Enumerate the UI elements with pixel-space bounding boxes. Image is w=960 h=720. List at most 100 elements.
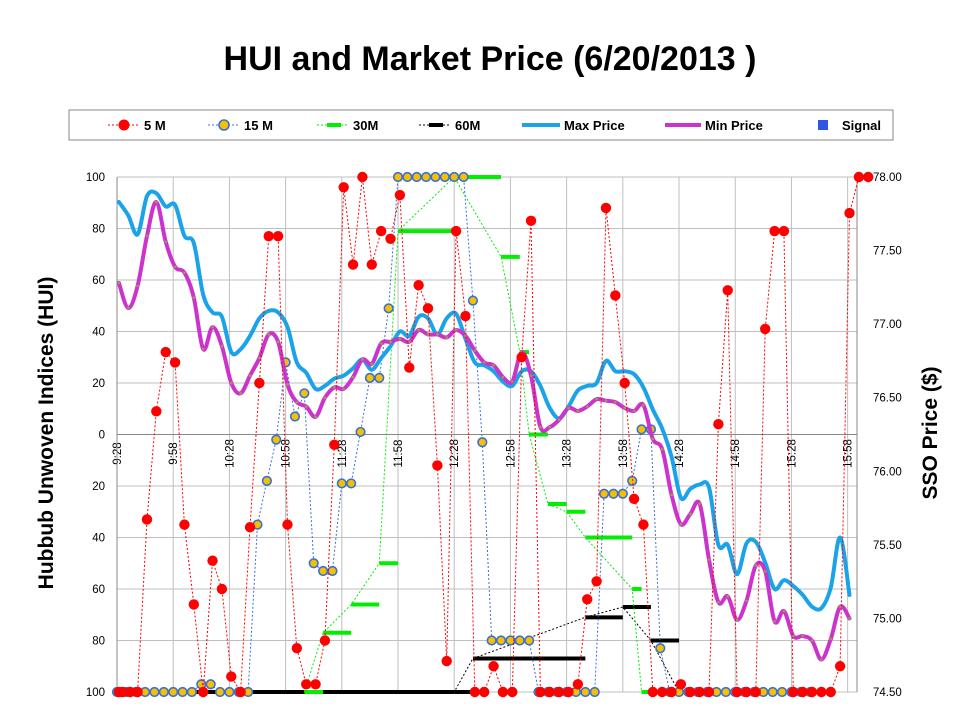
series-5-m-point <box>469 686 481 698</box>
series-layer <box>111 171 874 698</box>
series-15-m-point <box>636 424 647 435</box>
series-15-m-point <box>346 478 357 489</box>
series-min-price-point <box>660 447 664 451</box>
series-min-price-point <box>333 386 336 389</box>
series-min-price-point <box>642 403 645 407</box>
series-min-price-point <box>492 364 495 367</box>
x-tick-label: 12:28 <box>449 439 461 468</box>
series-min-price-point <box>698 502 701 505</box>
series-min-price-point <box>379 341 383 345</box>
y2-tick-label: 75.50 <box>873 540 902 552</box>
series-5-m-point <box>441 655 452 667</box>
series-5-m-point <box>647 686 658 698</box>
series-5-m-point <box>235 686 246 698</box>
series-min-price-point <box>117 281 121 285</box>
y-tick-label: 0 <box>99 430 105 442</box>
series-min-price-point <box>426 333 430 336</box>
series-5-m-point <box>666 686 677 698</box>
series-min-price-point <box>220 344 224 348</box>
series-5-m-point <box>301 679 312 690</box>
series-min-price-point <box>211 325 214 329</box>
series-min-price-point <box>501 375 505 379</box>
series-15-m-point <box>467 295 479 306</box>
series-5-m-point <box>600 202 612 214</box>
series-min-price-point <box>136 284 139 288</box>
series-min-price-point <box>155 200 158 204</box>
legend-60m: 60M <box>419 118 480 133</box>
series-5-m-point <box>582 594 593 605</box>
series-15-m-point <box>514 635 525 646</box>
series-max-price <box>116 189 852 612</box>
series-15-m-point <box>589 686 600 698</box>
x-tick-label: 15:28 <box>786 439 798 468</box>
series-5-m-point <box>638 519 649 530</box>
series-5-m-point <box>450 225 462 237</box>
series-15-m-point <box>608 488 619 499</box>
series-min-price-point <box>286 383 289 386</box>
series-min-price-point <box>801 634 804 638</box>
series-15-m-point <box>383 303 394 314</box>
series-min-price-point <box>510 380 514 383</box>
series-min-price-point <box>848 617 851 620</box>
series-min-price-line <box>116 199 852 662</box>
series-5-m-point <box>207 555 218 566</box>
series-5-m-point <box>825 686 836 698</box>
series-5-m-point <box>394 189 406 201</box>
series-min-price-point <box>454 328 458 332</box>
series-15-m-point <box>458 171 469 183</box>
series-min-price-point <box>126 306 130 310</box>
series-5-m-point <box>806 686 818 698</box>
series-15-m-point <box>261 475 272 486</box>
series-min-price-point <box>585 405 589 408</box>
series-5-m-point <box>319 635 331 646</box>
series-min-price-point <box>539 425 542 429</box>
series-60m <box>117 605 811 694</box>
series-min-price-point <box>773 620 776 623</box>
axes: 100 80 60 40 20 0 20 40 60 80 100 9:28 9:58 10:28 10:5… <box>86 172 902 699</box>
series-5-m-point <box>544 686 555 698</box>
series-15-m-point <box>149 686 160 698</box>
series-5-m-point <box>197 686 209 698</box>
series-5-m-point <box>553 686 565 698</box>
series-15-m-point <box>411 171 422 183</box>
series-5-m-point <box>778 225 790 237</box>
legend-15m-marker <box>218 119 230 131</box>
series-min-price-point <box>183 271 186 274</box>
series-5-m-point <box>478 686 490 698</box>
y-tick-label: 40 <box>92 327 105 339</box>
series-min-price-point <box>567 406 570 410</box>
series-min-price-point <box>276 340 280 344</box>
series-15-m-point <box>214 686 226 698</box>
series-min-price-point <box>314 415 317 419</box>
series-5-m-point <box>656 686 668 698</box>
series-15-m-point <box>336 478 347 489</box>
legend-5m-label: 5 M <box>144 118 166 133</box>
series-15-m-point <box>317 565 329 577</box>
series-5-m-point <box>760 323 771 335</box>
x-tick-label: 9:58 <box>168 442 180 464</box>
series-min-price-point <box>473 349 477 352</box>
legend-signal-marker <box>818 120 828 130</box>
y2-tick-label: 76.00 <box>873 466 902 478</box>
series-min-price-point <box>323 396 327 400</box>
x-tick-label: 11:58 <box>393 440 405 468</box>
series-5-m-point <box>834 661 846 672</box>
y2-tick-label: 78.00 <box>873 172 902 184</box>
series-5-m-point <box>507 686 518 698</box>
series-15-m-point <box>158 686 169 698</box>
legend-min-price-label: Min Price <box>705 118 763 133</box>
series-5-m-point <box>179 519 190 530</box>
series-5-m-point <box>675 679 687 690</box>
series-min-price-point <box>407 340 411 344</box>
series-min-price-point <box>398 337 402 341</box>
series-5-m-point <box>117 686 128 698</box>
y2-axis-title: SSO Price ($) <box>919 366 942 499</box>
series-5-m-point <box>169 357 181 368</box>
series-5-m-point <box>432 460 443 471</box>
series-15-m-point <box>477 437 488 448</box>
legend-15m: 15 M <box>208 118 273 133</box>
y-tick-label: 60 <box>92 275 105 287</box>
series-60m-line <box>117 606 811 693</box>
series-min-price-point <box>145 234 149 238</box>
series-15-m-point <box>617 488 628 499</box>
